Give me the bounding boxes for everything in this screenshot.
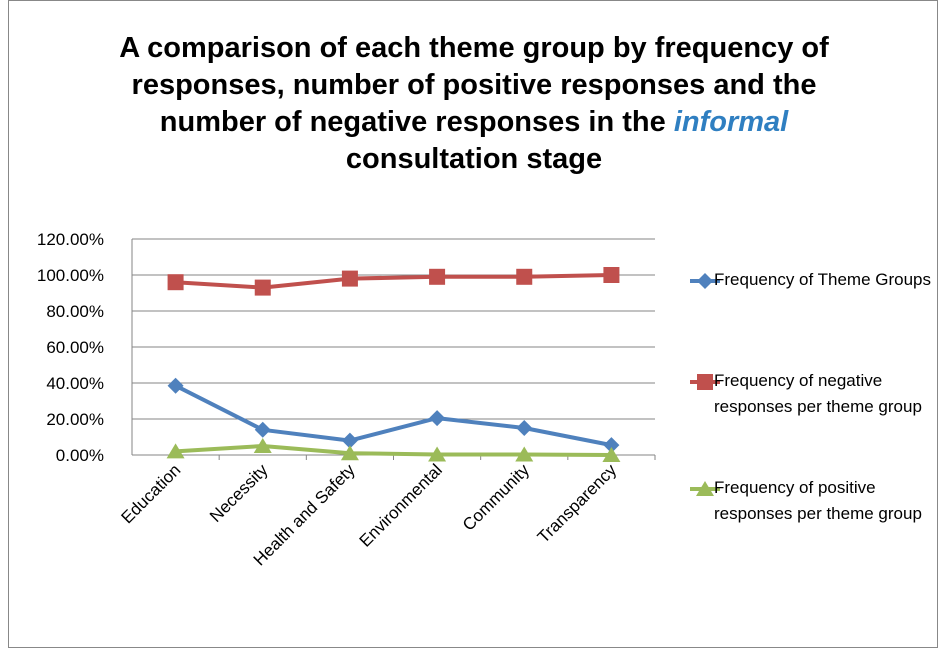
x-tick-label: Transparency	[534, 460, 621, 547]
data-point	[167, 377, 184, 394]
data-point	[515, 446, 534, 462]
y-tick-label: 80.00%	[46, 302, 104, 321]
x-tick-label: Community	[459, 460, 534, 535]
y-tick-label: 0.00%	[56, 446, 104, 465]
data-point	[603, 267, 620, 283]
data-point	[429, 410, 446, 427]
data-point	[341, 432, 358, 449]
chart-title: A comparison of each theme group by freq…	[104, 30, 844, 178]
title-emphasis: informal	[673, 106, 789, 138]
data-point	[167, 274, 184, 291]
data-point	[602, 447, 621, 462]
data-point	[516, 420, 533, 436]
data-point	[429, 268, 446, 285]
series-line	[175, 273, 612, 290]
legend-label: Frequency of negative responses per them…	[714, 371, 922, 416]
data-point	[603, 437, 620, 454]
data-point	[254, 279, 271, 296]
data-point	[516, 268, 533, 285]
x-tick-label: Education	[118, 460, 185, 527]
data-point	[341, 270, 358, 287]
title-part: A comparison of each theme group by freq…	[119, 32, 829, 138]
legend-marker	[697, 374, 713, 390]
y-tick-label: 20.00%	[46, 410, 104, 429]
y-tick-label: 40.00%	[46, 374, 104, 393]
legend-marker	[696, 481, 714, 496]
x-tick-label: Necessity	[206, 460, 272, 526]
legend-marker	[697, 273, 713, 289]
chart-frame	[8, 0, 938, 648]
title-part: consultation stage	[345, 143, 603, 175]
series-line	[175, 444, 612, 457]
data-point	[254, 421, 271, 438]
y-tick-label: 60.00%	[46, 338, 104, 357]
x-tick-label: Environmental	[356, 460, 446, 550]
y-tick-label: 100.00%	[37, 266, 104, 285]
y-tick-label: 120.00%	[37, 230, 104, 249]
data-point	[166, 443, 185, 459]
legend-label: Frequency of Theme Groups	[714, 270, 932, 289]
series-line	[174, 383, 612, 448]
legend-label: Frequency of positive responses per them…	[714, 478, 922, 523]
data-point	[253, 438, 272, 453]
data-point	[340, 445, 359, 461]
data-point	[428, 446, 447, 462]
